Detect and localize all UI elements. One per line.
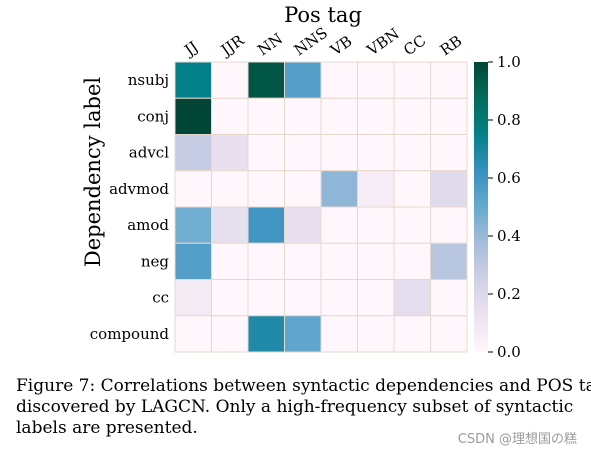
colorbar xyxy=(474,62,488,352)
heatmap-cell-advmod-VB xyxy=(320,170,358,208)
heatmap-cell-cc-RB xyxy=(430,279,468,317)
x-axis-title: Pos tag xyxy=(284,3,362,27)
heatmap-cell-compound-RB xyxy=(430,315,468,353)
colorbar-tick-label: 0.2 xyxy=(497,285,521,303)
caption-line: discovered by LAGCN. Only a high-frequen… xyxy=(16,397,574,417)
heatmap-cell-amod-RB xyxy=(430,206,468,244)
heatmap-cell-neg-JJR xyxy=(211,242,249,280)
heatmap-cell-nsubj-VBN xyxy=(357,61,395,99)
caption-line: Figure 7: Correlations between syntactic… xyxy=(16,376,591,396)
y-tick-label: advmod xyxy=(109,180,169,198)
heatmap-cell-cc-VBN xyxy=(357,279,395,317)
y-tick-labels: nsubj conj advcl advmod amod neg cc compound xyxy=(90,71,170,343)
y-tick-label: advcl xyxy=(129,144,169,162)
heatmap-cell-neg-JJ xyxy=(174,242,212,280)
heatmap-cell-compound-VB xyxy=(320,315,358,353)
x-tick-label: NNS xyxy=(291,24,331,60)
heatmap-cell-conj-RB xyxy=(430,97,468,135)
heatmap-cells xyxy=(174,61,468,353)
y-tick-label: conj xyxy=(137,107,169,125)
watermark: CSDN @理想国の糕 xyxy=(457,432,577,447)
heatmap-cell-nsubj-NN xyxy=(247,61,285,99)
heatmap-cell-advcl-JJ xyxy=(174,134,212,172)
colorbar-ticks: 0.0 0.2 0.4 0.6 0.8 1.0 xyxy=(488,53,521,361)
heatmap-cell-compound-NN xyxy=(247,315,285,353)
figure-caption: Figure 7: Correlations between syntactic… xyxy=(16,376,591,439)
heatmap-cell-neg-VB xyxy=(320,242,358,280)
heatmap-cell-compound-NNS xyxy=(284,315,322,353)
heatmap-cell-advcl-VBN xyxy=(357,134,395,172)
heatmap-cell-neg-RB xyxy=(430,242,468,280)
colorbar-tick-label: 0.0 xyxy=(497,343,521,361)
heatmap-cell-conj-VB xyxy=(320,97,358,135)
x-tick-label: CC xyxy=(400,31,429,59)
heatmap-cell-amod-CC xyxy=(393,206,431,244)
heatmap-cell-cc-NN xyxy=(247,279,285,317)
heatmap-cell-cc-NNS xyxy=(284,279,322,317)
heatmap-cell-conj-JJ xyxy=(174,97,212,135)
heatmap-cell-amod-NNS xyxy=(284,206,322,244)
heatmap-cell-advcl-NN xyxy=(247,134,285,172)
heatmap-cell-neg-NN xyxy=(247,242,285,280)
heatmap-cell-compound-JJ xyxy=(174,315,212,353)
x-tick-label: RB xyxy=(437,32,466,60)
colorbar-tick-label: 0.6 xyxy=(497,169,521,187)
y-tick-label: neg xyxy=(141,252,170,270)
heatmap-cell-amod-VBN xyxy=(357,206,395,244)
x-tick-label: VB xyxy=(326,32,355,60)
heatmap-cell-advmod-VBN xyxy=(357,170,395,208)
colorbar-tick-label: 0.8 xyxy=(497,111,521,129)
heatmap-cell-advcl-JJR xyxy=(211,134,249,172)
y-tick-label: cc xyxy=(152,289,169,307)
x-tick-label: JJR xyxy=(216,31,248,61)
y-tick-label: compound xyxy=(90,325,170,343)
colorbar-tick-label: 1.0 xyxy=(497,53,521,71)
heatmap-cell-nsubj-JJR xyxy=(211,61,249,99)
heatmap-cell-advmod-CC xyxy=(393,170,431,208)
heatmap-cell-advmod-RB xyxy=(430,170,468,208)
heatmap-cell-cc-JJ xyxy=(174,279,212,317)
heatmap-cell-amod-NN xyxy=(247,206,285,244)
heatmap-cell-conj-NN xyxy=(247,97,285,135)
x-tick-label: JJ xyxy=(180,38,202,61)
colorbar-tick-label: 0.4 xyxy=(497,227,521,245)
heatmap-cell-cc-VB xyxy=(320,279,358,317)
heatmap-cell-amod-JJ xyxy=(174,206,212,244)
heatmap-cell-nsubj-VB xyxy=(320,61,358,99)
y-tick-label: nsubj xyxy=(128,71,169,89)
heatmap-cell-advmod-JJR xyxy=(211,170,249,208)
heatmap-cell-advmod-NN xyxy=(247,170,285,208)
heatmap-cell-conj-CC xyxy=(393,97,431,135)
heatmap-cell-neg-CC xyxy=(393,242,431,280)
heatmap-cell-nsubj-JJ xyxy=(174,61,212,99)
heatmap-cell-compound-VBN xyxy=(357,315,395,353)
heatmap-cell-advcl-CC xyxy=(393,134,431,172)
heatmap-cell-advmod-JJ xyxy=(174,170,212,208)
heatmap-cell-advcl-NNS xyxy=(284,134,322,172)
heatmap-cell-nsubj-CC xyxy=(393,61,431,99)
heatmap-cell-neg-NNS xyxy=(284,242,322,280)
x-tick-label: VBN xyxy=(363,24,403,59)
heatmap-cell-nsubj-RB xyxy=(430,61,468,99)
heatmap-cell-conj-VBN xyxy=(357,97,395,135)
heatmap-cell-cc-JJR xyxy=(211,279,249,317)
heatmap-cell-advcl-RB xyxy=(430,134,468,172)
heatmap-cell-cc-CC xyxy=(393,279,431,317)
y-axis-title: Dependency label xyxy=(81,77,105,267)
heatmap-cell-conj-JJR xyxy=(211,97,249,135)
heatmap-cell-advcl-VB xyxy=(320,134,358,172)
heatmap-cell-amod-VB xyxy=(320,206,358,244)
heatmap-cell-amod-JJR xyxy=(211,206,249,244)
y-tick-label: amod xyxy=(127,216,169,234)
heatmap-cell-neg-VBN xyxy=(357,242,395,280)
heatmap-cell-nsubj-NNS xyxy=(284,61,322,99)
heatmap-cell-conj-NNS xyxy=(284,97,322,135)
x-tick-label: NN xyxy=(254,29,286,59)
heatmap-cell-compound-CC xyxy=(393,315,431,353)
caption-line: labels are presented. xyxy=(16,418,198,438)
heatmap-cell-compound-JJR xyxy=(211,315,249,353)
heatmap-cell-advmod-NNS xyxy=(284,170,322,208)
